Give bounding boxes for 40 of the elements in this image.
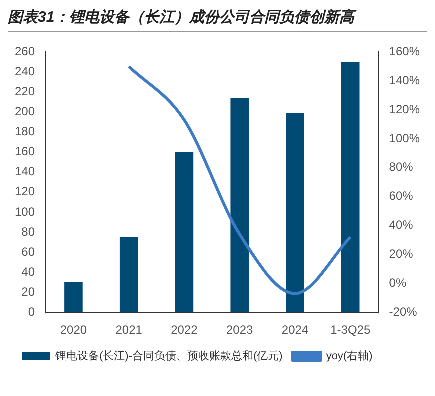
y2-tick-label: 80% [389, 160, 414, 174]
line-series [128, 65, 352, 296]
y-tick-label: 200 [14, 104, 36, 119]
y2-tick-label: 120% [389, 102, 420, 116]
y-tick-label: 180 [14, 124, 36, 139]
legend-label: 锂电设备(长江)-合同负债、预收账款总和(亿元) [54, 350, 283, 363]
y-tick-label: 100 [14, 204, 36, 219]
y-tick-label: 0 [28, 304, 36, 319]
y-tick-label: 40 [22, 264, 36, 279]
x-tick-label: 2023 [226, 323, 254, 338]
y2-tick-label: 40% [389, 218, 414, 232]
bar [120, 237, 138, 313]
y2-tick-label: 60% [389, 189, 414, 204]
bar [175, 152, 194, 313]
y2-tick-label: 100% [389, 131, 420, 146]
bar [286, 113, 304, 313]
y-tick-label: 120 [14, 184, 36, 199]
y-tick-label: 80 [22, 224, 36, 239]
y2-tick-label: 140% [389, 73, 420, 88]
chart-title: 图表31：锂电设备（长江）成份公司合同负债创新高 [8, 8, 427, 32]
bar [341, 62, 360, 313]
y-tick-label: 140 [14, 164, 36, 179]
y-tick-label: 60 [22, 244, 36, 259]
y2-tick-label: -20% [389, 304, 418, 319]
y2-tick-label: 20% [389, 247, 414, 262]
x-tick-label: 2020 [60, 323, 88, 338]
x-tick-label: 1-3Q25 [330, 323, 371, 338]
y-tick-label: 20 [22, 284, 36, 299]
y-tick-label: 220 [14, 84, 36, 99]
y-tick-label: 160 [14, 144, 36, 159]
bar [230, 98, 249, 313]
x-tick-label: 2022 [171, 323, 198, 338]
y2-tick-label: 160% [389, 44, 420, 59]
y-tick-label: 240 [14, 64, 36, 79]
y-tick-label: 260 [14, 44, 36, 59]
y2-tick-label: 0% [389, 276, 407, 290]
x-tick-label: 2021 [116, 323, 143, 338]
x-tick-label: 2024 [282, 323, 309, 338]
bar [64, 282, 83, 313]
legend-label: yoy(右轴) [326, 350, 373, 363]
